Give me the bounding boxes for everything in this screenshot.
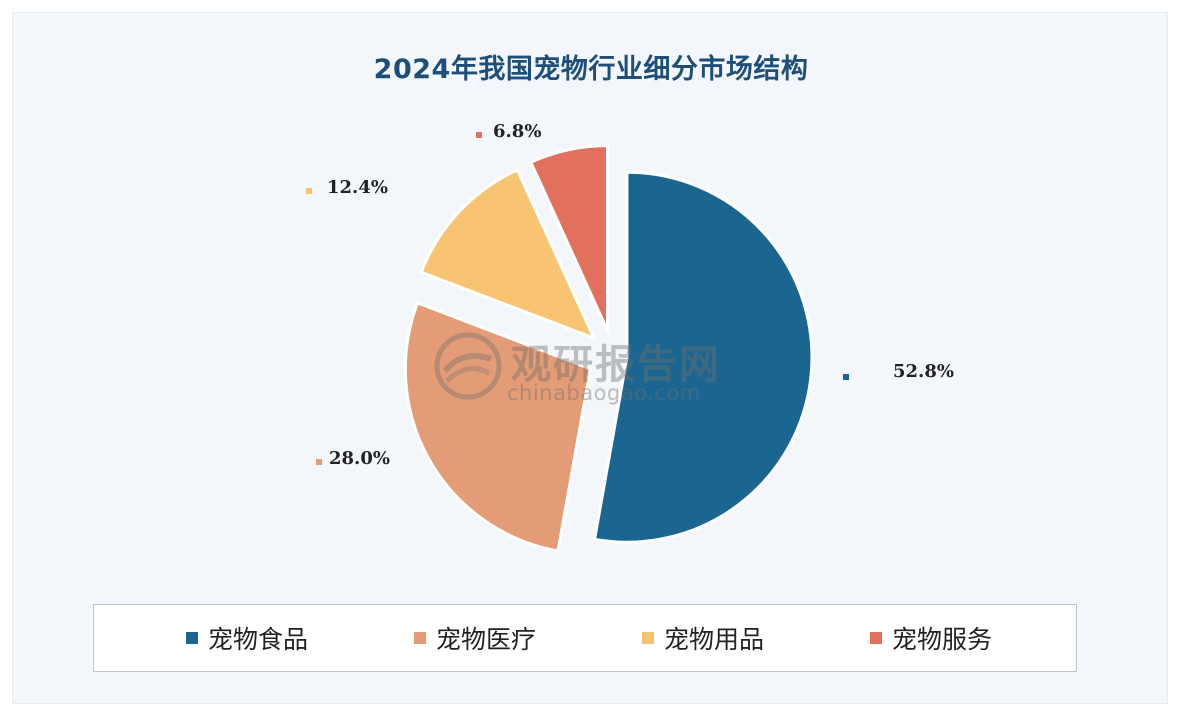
pie-slice-1 (593, 170, 814, 544)
legend-item-4: 宠物服务 (870, 605, 992, 671)
legend-swatch-1 (186, 632, 198, 644)
watermark-url: chinabaogao.com (507, 381, 701, 405)
chart-legend: 宠物食品 宠物医疗 宠物用品 宠物服务 (93, 604, 1077, 672)
pie-slice-3 (419, 168, 596, 340)
chart-title: 2024年我国宠物行业细分市场结构 (373, 54, 809, 85)
legend-swatch-4 (870, 632, 882, 644)
data-label-4: 6.8% (493, 121, 541, 142)
legend-label-4: 宠物服务 (892, 625, 993, 654)
legend-swatch-3 (642, 632, 654, 644)
data-label-3: 12.4% (327, 177, 388, 198)
data-label-marker-1 (843, 374, 849, 380)
data-label-marker-3 (306, 188, 312, 194)
pie-slice-2 (403, 301, 592, 553)
watermark-name: 观研报告网 (511, 342, 721, 388)
data-label-marker-4 (476, 132, 482, 138)
legend-label-3: 宠物用品 (664, 625, 765, 654)
legend-item-2: 宠物医疗 (414, 605, 536, 671)
watermark-logo-icon (434, 332, 502, 400)
legend-label-1: 宠物食品 (208, 625, 309, 654)
chart-frame: 2024年我国宠物行业细分市场结构 52.8% 28.0% 12.4% 6.8% 观研… (12, 12, 1168, 704)
legend-item-1: 宠物食品 (186, 605, 308, 671)
data-label-marker-2 (316, 459, 322, 465)
legend-item-3: 宠物用品 (642, 605, 764, 671)
data-label-2: 28.0% (329, 448, 390, 469)
pie-chart: 52.8% 28.0% 12.4% 6.8% (306, 121, 954, 553)
pie-slice-4 (529, 144, 609, 333)
legend-swatch-2 (414, 632, 426, 644)
legend-label-2: 宠物医疗 (436, 625, 537, 654)
data-label-1: 52.8% (893, 361, 954, 382)
